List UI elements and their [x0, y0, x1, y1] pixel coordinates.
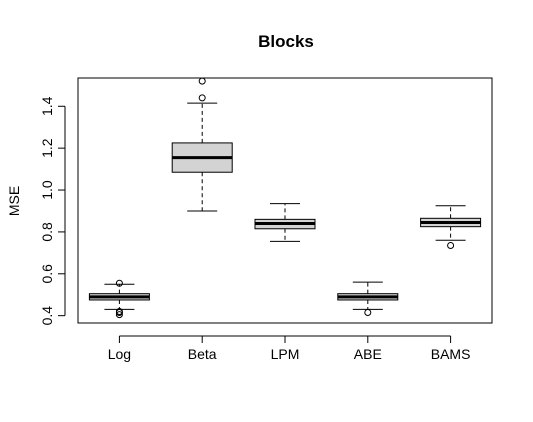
x-tick-label: BAMS: [431, 346, 471, 362]
x-axis: Log Beta LPM ABE BAMS: [108, 335, 471, 362]
y-axis: 0.4 0.6 0.8 1.0 1.2 1.4: [39, 96, 66, 326]
outlier-point: [364, 309, 372, 317]
x-tick-label: ABE: [354, 346, 382, 362]
box-log: [88, 279, 150, 319]
y-tick-label: 1.0: [39, 180, 55, 200]
outlier-point: [198, 77, 206, 85]
y-tick-label: 1.4: [39, 96, 55, 116]
x-tick-label: LPM: [271, 346, 300, 362]
box-beta: [171, 77, 233, 212]
y-tick-label: 0.4: [39, 306, 55, 326]
plot-frame: [77, 77, 493, 324]
outlier-point: [115, 279, 123, 287]
chart-title: Blocks: [258, 32, 314, 51]
box-bams: [420, 205, 482, 250]
outlier-point: [447, 242, 455, 250]
outlier-point: [198, 94, 206, 102]
y-axis-label: MSE: [6, 186, 22, 216]
box-lpm: [254, 203, 316, 242]
box-abe: [337, 281, 399, 317]
y-tick-label: 0.6: [39, 264, 55, 284]
outlier-point: [115, 311, 123, 319]
x-tick-label: Beta: [188, 346, 217, 362]
boxes-group: [88, 77, 482, 319]
y-tick-label: 0.8: [39, 222, 55, 242]
y-tick-label: 1.2: [39, 138, 55, 158]
x-tick-label: Log: [108, 346, 131, 362]
outlier-point: [115, 307, 123, 315]
